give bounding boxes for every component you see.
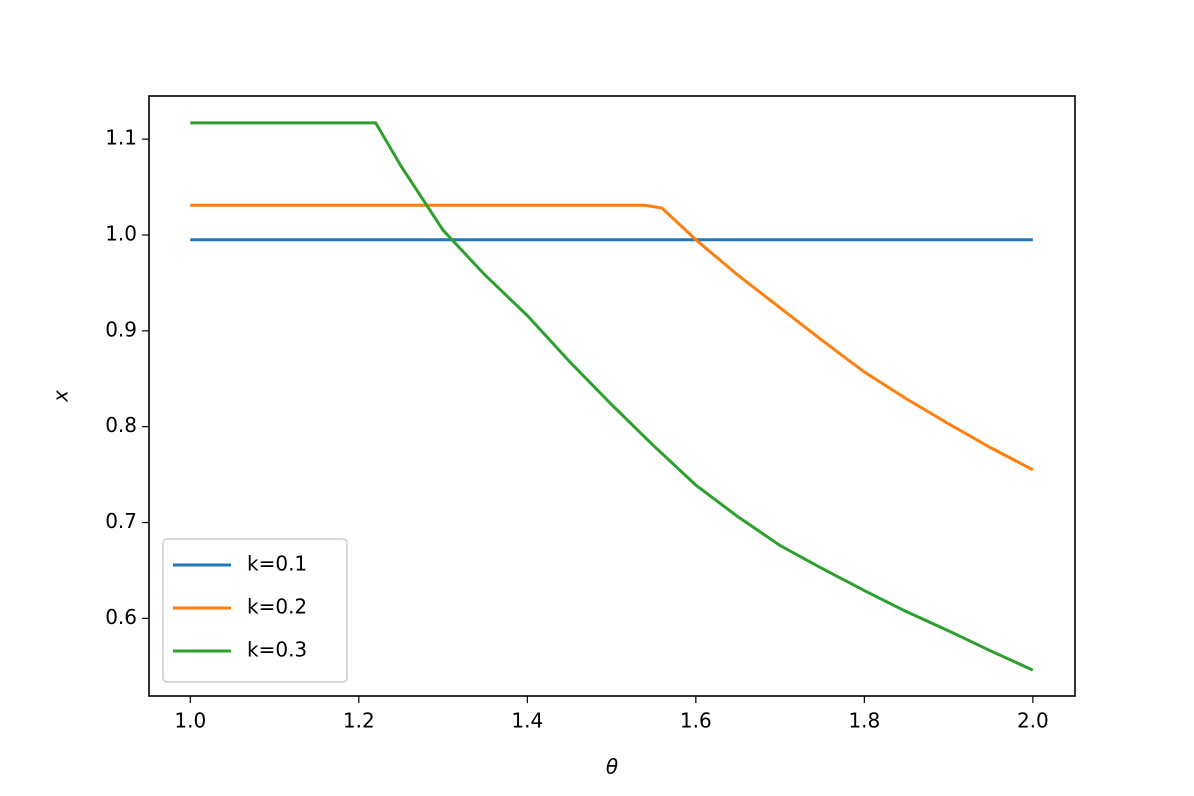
y-tick-label: 0.9 [105, 317, 137, 341]
plot-frame [148, 95, 1076, 697]
x-tick-label: 1.0 [174, 709, 206, 733]
x-tick-label: 1.8 [848, 709, 880, 733]
y-tick-label: 0.8 [105, 413, 137, 437]
y-tick-label: 1.0 [105, 221, 137, 245]
x-axis-label: θ [606, 755, 618, 779]
data-line [190, 121, 1034, 672]
legend-label: k=0.1 [247, 552, 307, 576]
x-tick-label: 2.0 [1017, 709, 1049, 733]
x-tick-label: 1.4 [511, 709, 543, 733]
y-tick-label: 0.7 [105, 509, 137, 533]
legend-label: k=0.2 [247, 595, 307, 619]
data-line [190, 203, 1034, 472]
x-tick-label: 1.2 [343, 709, 375, 733]
x-tick-label: 1.6 [680, 709, 712, 733]
y-tick-label: 0.6 [105, 605, 137, 629]
legend-label: k=0.3 [247, 638, 307, 662]
y-tick-label: 1.1 [105, 126, 137, 150]
legend-box [162, 538, 348, 683]
y-axis-label: x [49, 390, 73, 403]
